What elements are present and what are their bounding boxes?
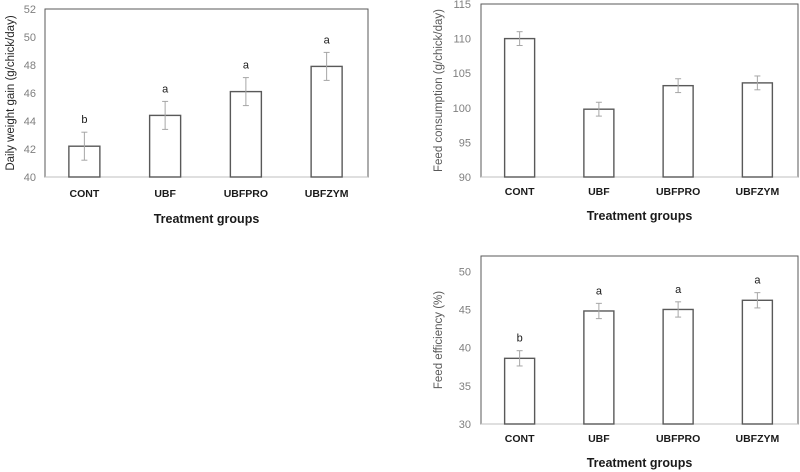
error-bar-cont — [81, 131, 88, 161]
x-tick-label: UBFZYM — [305, 188, 349, 200]
y-tick-label: 44 — [24, 116, 36, 128]
bar-cont — [503, 357, 536, 425]
y-tick-label: 100 — [453, 103, 471, 115]
significance-label: a — [162, 83, 169, 95]
x-tick-label: CONT — [505, 186, 535, 198]
x-tick-label: UBF — [588, 186, 610, 198]
y-tick-label: 90 — [459, 172, 471, 184]
x-axis-title: Treatment groups — [154, 212, 260, 226]
y-axis-title: Feed efficiency (%) — [433, 291, 445, 389]
y-tick-label: 48 — [24, 60, 36, 72]
y-tick-label: 30 — [459, 419, 471, 431]
significance-label: a — [596, 285, 603, 297]
y-tick-label: 45 — [459, 304, 471, 316]
error-bar-ubfzym — [323, 51, 330, 81]
y-axis-title: Feed consumption (g/chick/day) — [433, 9, 445, 172]
error-bar-cont — [516, 31, 523, 47]
bar-ubfzym — [310, 65, 343, 178]
significance-label: a — [675, 284, 682, 296]
x-axis-title: Treatment groups — [587, 456, 693, 470]
y-tick-label: 52 — [24, 4, 36, 16]
x-tick-label: UBFPRO — [656, 186, 700, 198]
error-bar-ubfzym — [754, 292, 761, 309]
x-axis-title: Treatment groups — [587, 209, 693, 223]
significance-label: a — [243, 60, 250, 72]
y-tick-label: 35 — [459, 381, 471, 393]
x-tick-label: UBFZYM — [736, 186, 780, 198]
error-bar-ubf — [595, 302, 602, 320]
x-tick-label: UBF — [588, 433, 610, 445]
y-tick-label: 50 — [24, 32, 36, 44]
significance-label: a — [324, 34, 331, 46]
chart-panel-3: 30 35 40 45 50 Feed efficiency (%) b CONT a UBF a U… — [433, 255, 799, 470]
bar-ubf — [583, 108, 615, 178]
chart-panel-2: 90 95 100 105 110 115 Feed consumption (g/chic… — [433, 0, 799, 223]
bar-ubfpro — [662, 308, 694, 425]
y-tick-label: 105 — [453, 68, 471, 80]
y-tick-label: 40 — [459, 343, 471, 355]
error-bar-ubfpro — [242, 77, 249, 107]
error-bar-ubf — [162, 100, 169, 130]
bar-ubfzym — [741, 82, 774, 178]
y-axis-title: Daily weight gain (g/chick/day) — [5, 15, 17, 170]
error-bar-cont — [516, 350, 523, 367]
x-tick-label: UBFZYM — [736, 433, 780, 445]
error-bar-ubf — [595, 101, 602, 117]
y-tick-label: 95 — [459, 137, 471, 149]
bar-ubfpro — [662, 84, 694, 178]
bar-ubfzym — [741, 299, 774, 425]
error-bar-ubfzym — [754, 75, 761, 91]
y-tick-label: 110 — [453, 34, 471, 46]
significance-label: b — [81, 114, 87, 126]
x-tick-label: CONT — [70, 188, 100, 200]
bar-ubf — [583, 310, 615, 425]
y-tick-label: 42 — [24, 144, 36, 156]
chart-panel-1: 40 42 44 46 48 50 52 Daily weight gain (g/chick… — [5, 4, 369, 226]
bar-cont — [503, 37, 536, 178]
y-tick-label: 46 — [24, 88, 36, 100]
y-tick-label: 50 — [459, 266, 471, 278]
significance-label: a — [754, 275, 761, 287]
y-tick-label: 115 — [453, 0, 471, 11]
x-tick-label: UBF — [154, 188, 176, 200]
error-bar-ubfpro — [675, 78, 682, 94]
x-tick-label: CONT — [505, 433, 535, 445]
y-tick-label: 40 — [24, 172, 36, 184]
x-tick-label: UBFPRO — [224, 188, 268, 200]
error-bar-ubfpro — [675, 301, 682, 318]
significance-label: b — [517, 333, 523, 345]
x-tick-label: UBFPRO — [656, 433, 700, 445]
